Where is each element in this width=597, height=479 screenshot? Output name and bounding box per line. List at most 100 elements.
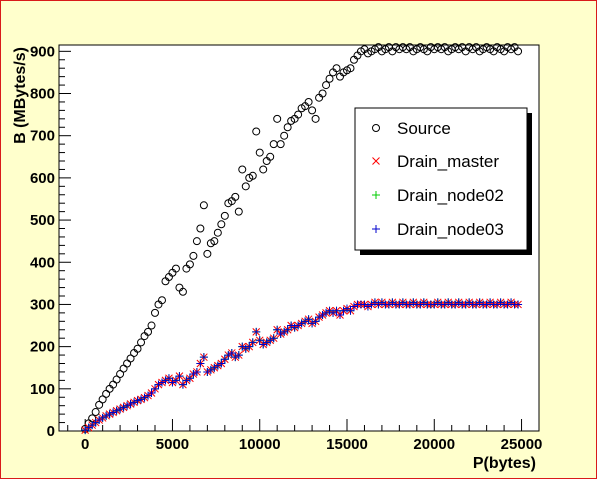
data-point (137, 338, 146, 347)
data-point (269, 334, 278, 343)
legend-box (354, 107, 528, 251)
data-point (248, 338, 257, 347)
legend: Source Drain_master Drain_node02 Drain_node… (354, 107, 532, 255)
data-point (161, 376, 170, 385)
data-point (255, 336, 264, 345)
y-tick-label: 300 (30, 296, 55, 313)
data-point (349, 302, 358, 311)
data-point (318, 89, 327, 98)
series-0 (81, 43, 523, 433)
data-point (514, 47, 523, 56)
data-point (276, 329, 285, 338)
data-point (126, 400, 135, 409)
data-point (112, 375, 121, 384)
data-point (329, 308, 338, 317)
data-point (157, 296, 166, 305)
data-point (482, 300, 491, 309)
data-point (363, 302, 372, 311)
data-point (283, 123, 292, 132)
data-point (367, 300, 376, 309)
data-point (346, 306, 355, 315)
data-point (395, 300, 404, 309)
data-point (304, 315, 313, 324)
axes: 0 5000 10000 15000 20000 25000 0 100 200 300 400 50… (30, 43, 542, 453)
data-point (325, 74, 334, 83)
data-point (486, 298, 495, 307)
data-point (175, 372, 184, 381)
data-point (294, 110, 303, 119)
data-point (98, 395, 107, 404)
x-tick-label: 25000 (501, 436, 543, 453)
data-point (91, 408, 100, 417)
legend-marker (372, 191, 380, 199)
data-point (384, 300, 393, 309)
data-point (199, 201, 208, 210)
data-point (318, 310, 327, 319)
data-point (178, 380, 187, 389)
legend-label: Drain_master (397, 152, 499, 171)
x-tick-label: 15000 (326, 436, 368, 453)
y-tick-label: 100 (30, 381, 55, 398)
data-point (325, 306, 334, 315)
data-point (95, 400, 104, 409)
data-point (157, 378, 166, 387)
data-point (259, 340, 268, 349)
data-point (301, 317, 310, 326)
data-point (444, 298, 453, 307)
data-point (199, 353, 208, 362)
data-point (503, 300, 512, 309)
x-axis-title: P(bytes) (473, 455, 536, 472)
data-point (346, 64, 355, 73)
y-tick-label: 600 (30, 170, 55, 187)
data-points (81, 43, 523, 435)
data-point (273, 325, 282, 334)
data-point (126, 354, 135, 363)
data-point (409, 298, 418, 307)
data-point (123, 401, 132, 410)
data-point (311, 317, 320, 326)
data-point (374, 300, 383, 309)
y-tick-label: 0 (47, 423, 55, 440)
data-point (266, 152, 275, 161)
data-point (294, 321, 303, 330)
data-point (231, 353, 240, 362)
data-point (360, 300, 369, 309)
data-point (189, 251, 198, 260)
data-point (241, 344, 250, 353)
data-point (245, 342, 254, 351)
data-point (322, 308, 331, 317)
data-point (178, 287, 187, 296)
data-point (343, 304, 351, 313)
data-point (238, 165, 247, 174)
data-point (192, 237, 201, 246)
y-tick-label: 200 (30, 339, 55, 356)
data-point (112, 406, 121, 415)
x-tick-label: 0 (81, 436, 89, 453)
data-point (332, 64, 341, 73)
legend-marker (372, 124, 380, 132)
data-point (133, 344, 142, 353)
data-point (147, 389, 156, 398)
x-tick-label: 10000 (239, 436, 281, 453)
data-point (507, 298, 516, 307)
data-point (185, 374, 194, 383)
data-point (308, 319, 317, 328)
data-point (472, 300, 481, 309)
data-point (217, 359, 226, 368)
data-point (280, 131, 289, 140)
data-point (203, 367, 212, 376)
x-tick-label: 5000 (156, 436, 189, 453)
y-tick-label: 800 (30, 86, 55, 103)
y-tick-label: 900 (30, 43, 55, 60)
data-point (213, 361, 222, 370)
data-point (189, 370, 198, 379)
data-point (227, 348, 236, 357)
data-point (252, 327, 261, 336)
data-point (255, 148, 264, 157)
data-point (224, 351, 233, 360)
legend-label: Drain_node02 (397, 186, 504, 205)
data-point (98, 413, 107, 422)
data-point (454, 298, 463, 307)
data-point (419, 298, 428, 307)
data-point (133, 396, 142, 405)
